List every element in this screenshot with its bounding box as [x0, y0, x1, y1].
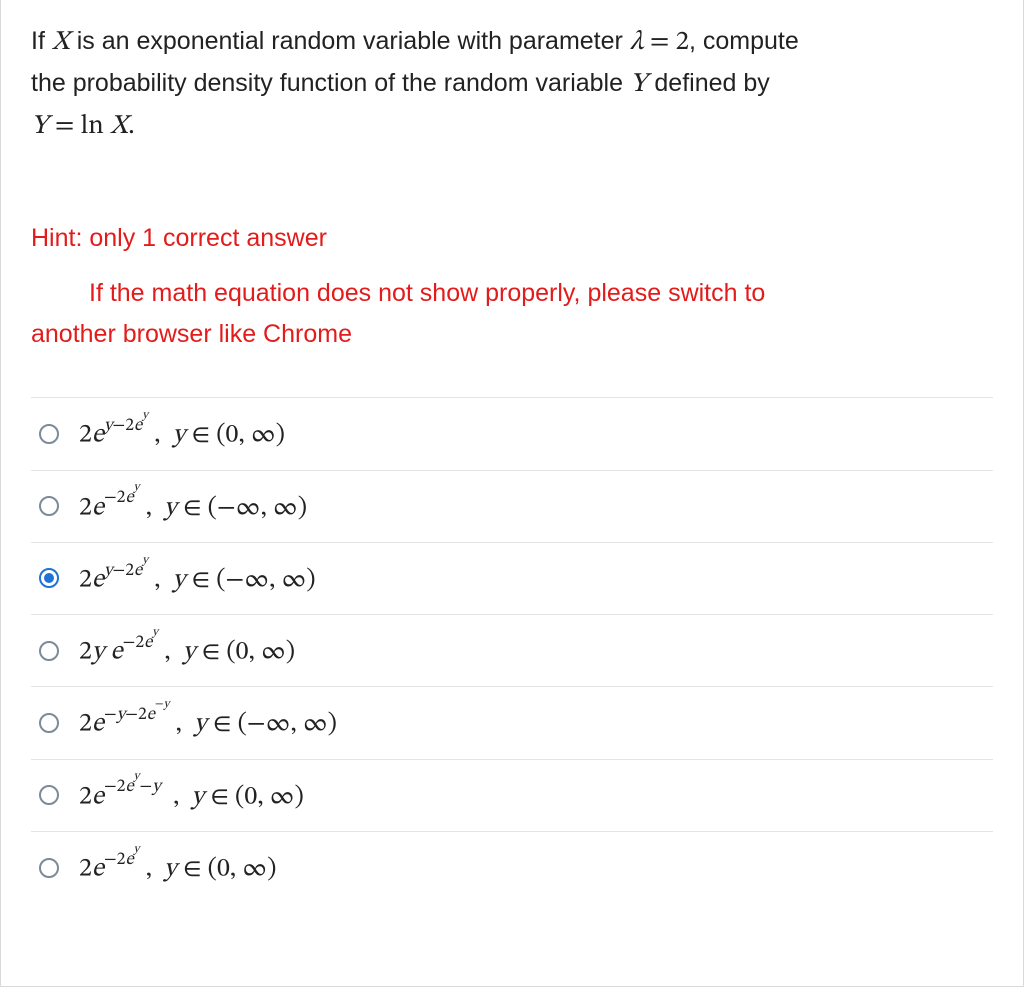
- option-1[interactable]: 2ey−2ey , y ∈ (0, ∞): [31, 397, 993, 469]
- radio-1[interactable]: [39, 424, 59, 444]
- radio-4[interactable]: [39, 641, 59, 661]
- option-label-5: 2e−y−2e−y , y ∈ (−∞, ∞): [79, 704, 337, 741]
- option-label-2: 2e−2ey , y ∈ (−∞, ∞): [79, 488, 307, 525]
- var-Y2: Y: [31, 113, 48, 140]
- radio-7[interactable]: [39, 858, 59, 878]
- options-list: 2ey−2ey , y ∈ (0, ∞) 2e−2ey , y ∈ (−∞, ∞)…: [31, 397, 993, 903]
- q-two: 2: [676, 29, 689, 56]
- q-text: the probability density function of the …: [31, 69, 630, 97]
- option-label-3: 2ey−2ey , y ∈ (−∞, ∞): [79, 560, 316, 597]
- var-lambda: λ: [630, 29, 644, 56]
- option-3[interactable]: 2ey−2ey , y ∈ (−∞, ∞): [31, 542, 993, 614]
- question-text: If X is an exponential random variable w…: [31, 22, 993, 148]
- q-dot: .: [128, 113, 135, 140]
- option-label-1: 2ey−2ey , y ∈ (0, ∞): [79, 415, 285, 452]
- q-text: , compute: [689, 27, 799, 55]
- var-X2: X: [110, 113, 128, 140]
- radio-5[interactable]: [39, 713, 59, 733]
- radio-2[interactable]: [39, 496, 59, 516]
- q-text: If: [31, 27, 52, 55]
- q-ln: ln: [81, 113, 111, 140]
- option-6[interactable]: 2e−2ey−y , y ∈ (0, ∞): [31, 759, 993, 831]
- q-text: is an exponential random variable with p…: [70, 27, 630, 55]
- var-X: X: [52, 29, 70, 56]
- q-eq2: =: [48, 113, 80, 140]
- hint-block: Hint: only 1 correct answer If the math …: [31, 218, 993, 356]
- option-label-4: 2y e−2ey , y ∈ (0, ∞): [79, 632, 295, 669]
- option-7[interactable]: 2e−2ey , y ∈ (0, ∞): [31, 831, 993, 903]
- option-label-6: 2e−2ey−y , y ∈ (0, ∞): [79, 777, 304, 814]
- var-Y: Y: [630, 71, 647, 98]
- hint-line2: If the math equation does not show prope…: [31, 273, 993, 356]
- hint-line1: Hint: only 1 correct answer: [31, 218, 993, 259]
- radio-6[interactable]: [39, 785, 59, 805]
- option-label-7: 2e−2ey , y ∈ (0, ∞): [79, 849, 276, 886]
- radio-3[interactable]: [39, 568, 59, 588]
- q-eq: =: [643, 29, 675, 56]
- hint-line2b: another browser like Chrome: [31, 320, 352, 348]
- option-2[interactable]: 2e−2ey , y ∈ (−∞, ∞): [31, 470, 993, 542]
- question-container: If X is an exponential random variable w…: [0, 0, 1024, 987]
- q-text: defined by: [647, 69, 769, 97]
- option-5[interactable]: 2e−y−2e−y , y ∈ (−∞, ∞): [31, 686, 993, 758]
- option-4[interactable]: 2y e−2ey , y ∈ (0, ∞): [31, 614, 993, 686]
- hint-line2a: If the math equation does not show prope…: [89, 279, 765, 307]
